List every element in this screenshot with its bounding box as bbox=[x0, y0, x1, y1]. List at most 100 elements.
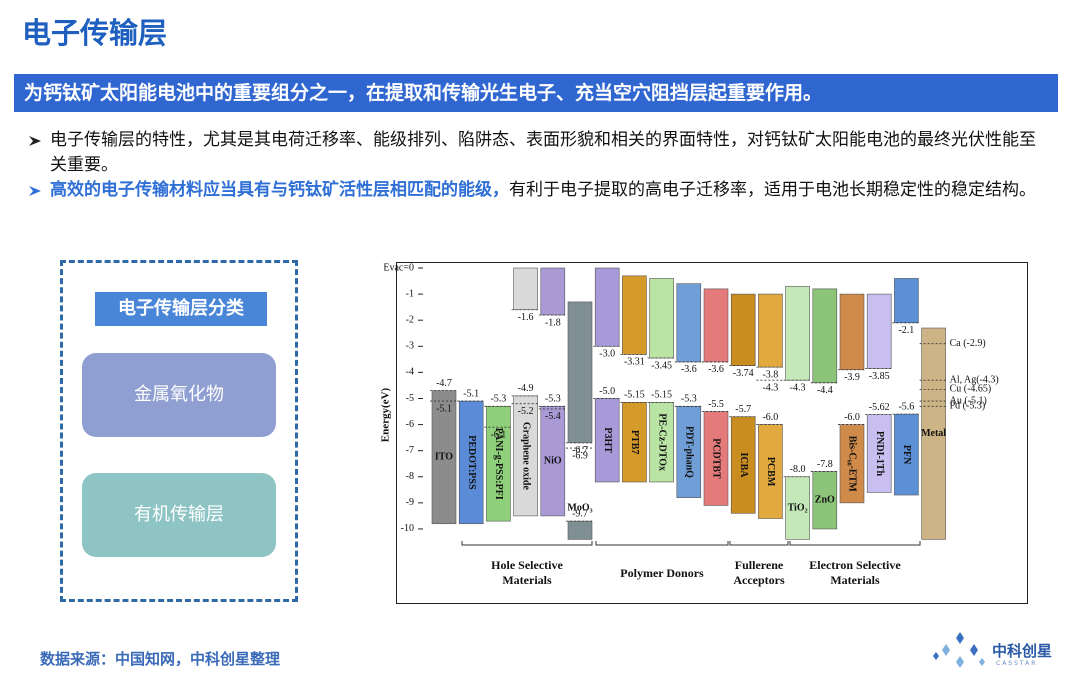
material-name: PNDI-1Th bbox=[874, 431, 885, 476]
level-label: -6.1 bbox=[490, 429, 506, 440]
level-label: -5.1 bbox=[463, 388, 479, 399]
y-tick-label: -10 bbox=[401, 523, 414, 534]
energy-bar bbox=[594, 398, 620, 483]
material-name: PEDOT:PSS bbox=[466, 435, 477, 490]
y-axis-label: Energy(eV) bbox=[380, 387, 392, 442]
source: 数据来源：中国知网，中科创星整理 bbox=[40, 650, 281, 668]
group-bracket bbox=[789, 541, 921, 546]
group-bracket bbox=[595, 541, 729, 546]
y-tick-label: -7 bbox=[406, 445, 414, 456]
level-label: -3.8 bbox=[762, 369, 778, 380]
level-label: -5.3 bbox=[545, 394, 561, 405]
energy-bar bbox=[730, 293, 756, 366]
energy-bar bbox=[866, 414, 892, 493]
level-label: -3.9 bbox=[844, 372, 860, 383]
energy-bar bbox=[622, 402, 647, 483]
energy-bar bbox=[921, 327, 946, 540]
material-name: MoO₃ bbox=[567, 502, 592, 513]
level-label: -5.6 bbox=[898, 401, 914, 412]
energy-bar bbox=[785, 285, 810, 381]
y-tick-label: -6 bbox=[406, 419, 414, 430]
material-name: Graphene oxide bbox=[520, 422, 531, 491]
energy-bar bbox=[486, 406, 511, 522]
bullet-highlight: 高效的电子传输材料应当具有与钙钛矿活性层相匹配的能级， bbox=[50, 180, 509, 200]
banner: 为钙钛矿太阳能电池中的重要组分之一，在提取和传输光生电子、充当空穴阻挡层起重要作… bbox=[14, 74, 1058, 112]
y-tick-label: -5 bbox=[406, 393, 414, 404]
level-label: -7.8 bbox=[817, 459, 833, 470]
y-tick-label: -4 bbox=[406, 367, 414, 378]
energy-bar bbox=[894, 278, 919, 324]
y-tick-label: -2 bbox=[406, 314, 414, 325]
energy-bar bbox=[866, 293, 892, 369]
level-label: Au (-5.1) bbox=[950, 395, 987, 406]
energy-bar bbox=[839, 293, 865, 371]
material-name: ICBA bbox=[738, 453, 749, 479]
y-tick-label: -3 bbox=[406, 341, 414, 352]
material-name: PANI-g-PSS:PFI bbox=[493, 428, 504, 500]
bullet: 电子传输层的特性，尤其是其电荷迁移率、能级排列、陷阱态、表面形貌和相关的界面特性… bbox=[24, 128, 1044, 178]
bullet-icon bbox=[29, 136, 41, 146]
material-name: PFN bbox=[901, 445, 912, 465]
energy-bar bbox=[812, 288, 838, 384]
material-name: PCDTBT bbox=[711, 438, 722, 479]
level-label: -1.8 bbox=[545, 317, 561, 328]
level-label: -3.85 bbox=[869, 371, 890, 382]
level-label: -4.9 bbox=[518, 383, 534, 394]
logo-text: 中科创星 bbox=[992, 642, 1053, 660]
group-bracket bbox=[729, 541, 789, 546]
group-label: Electron Selective Materials bbox=[809, 558, 901, 587]
bullet-icon bbox=[29, 186, 41, 196]
level-label: -5.7 bbox=[735, 404, 751, 415]
energy-bar bbox=[513, 267, 538, 311]
level-label: -5.0 bbox=[599, 386, 615, 397]
energy-bar bbox=[676, 283, 702, 363]
material-name: Bis-C₆₀-ETM bbox=[847, 436, 858, 493]
material-name: PCBM bbox=[765, 457, 776, 487]
level-label: -3.6 bbox=[708, 364, 724, 375]
level-label: -6.0 bbox=[844, 412, 860, 423]
energy-bar bbox=[839, 424, 865, 504]
material-name: Metal bbox=[921, 428, 946, 439]
level-label: -6.9 bbox=[572, 450, 588, 461]
classification-box bbox=[60, 260, 298, 602]
level-label: -5.4 bbox=[545, 411, 561, 422]
group-label: Hole Selective Materials bbox=[491, 558, 563, 587]
level-label: -3.0 bbox=[599, 349, 615, 360]
classification-item: 有机传输层 bbox=[82, 473, 276, 557]
level-label: -4.4 bbox=[817, 385, 833, 396]
classification-title: 电子传输层分类 bbox=[95, 292, 267, 326]
energy-bar bbox=[567, 301, 593, 444]
group-label: Polymer Donors bbox=[620, 566, 704, 580]
energy-bar bbox=[758, 424, 783, 519]
level-label: -6.0 bbox=[762, 412, 778, 423]
material-name: PTB7 bbox=[629, 430, 640, 454]
y-tick-label: -1 bbox=[406, 288, 414, 299]
level-label: Pd (-5.3) bbox=[950, 401, 986, 412]
level-label: -3.45 bbox=[651, 360, 672, 371]
energy-bar bbox=[540, 267, 566, 316]
level-label: -3.74 bbox=[733, 368, 754, 379]
group-label: Fullerene Acceptors bbox=[733, 558, 785, 587]
energy-bar bbox=[594, 267, 620, 347]
level-label: -4.3 bbox=[762, 383, 778, 394]
energy-bar bbox=[622, 275, 647, 355]
level-label: -5.3 bbox=[490, 394, 506, 405]
level-label: -8.0 bbox=[790, 464, 806, 475]
bullet-text: 有利于电子提取的高电子迁移率，适用于电池长期稳定性的稳定结构。 bbox=[509, 180, 1036, 200]
y-tick-label: Evac=0 bbox=[383, 262, 414, 273]
title: 电子传输层 bbox=[22, 16, 168, 50]
level-label: -5.15 bbox=[624, 390, 645, 401]
classification-item: 金属氧化物 bbox=[82, 353, 276, 437]
material-name: ITO bbox=[435, 451, 453, 462]
energy-bar bbox=[431, 390, 457, 525]
level-label: Ca (-2.9) bbox=[950, 338, 986, 349]
level-label: -4.3 bbox=[790, 383, 806, 394]
energy-bar bbox=[676, 406, 702, 498]
y-tick-label: -8 bbox=[406, 471, 414, 482]
energy-bar bbox=[730, 416, 756, 514]
material-name: NiO bbox=[544, 455, 562, 466]
material-name: PE-Cz-DTOx bbox=[656, 413, 667, 471]
energy-bar bbox=[703, 288, 729, 363]
